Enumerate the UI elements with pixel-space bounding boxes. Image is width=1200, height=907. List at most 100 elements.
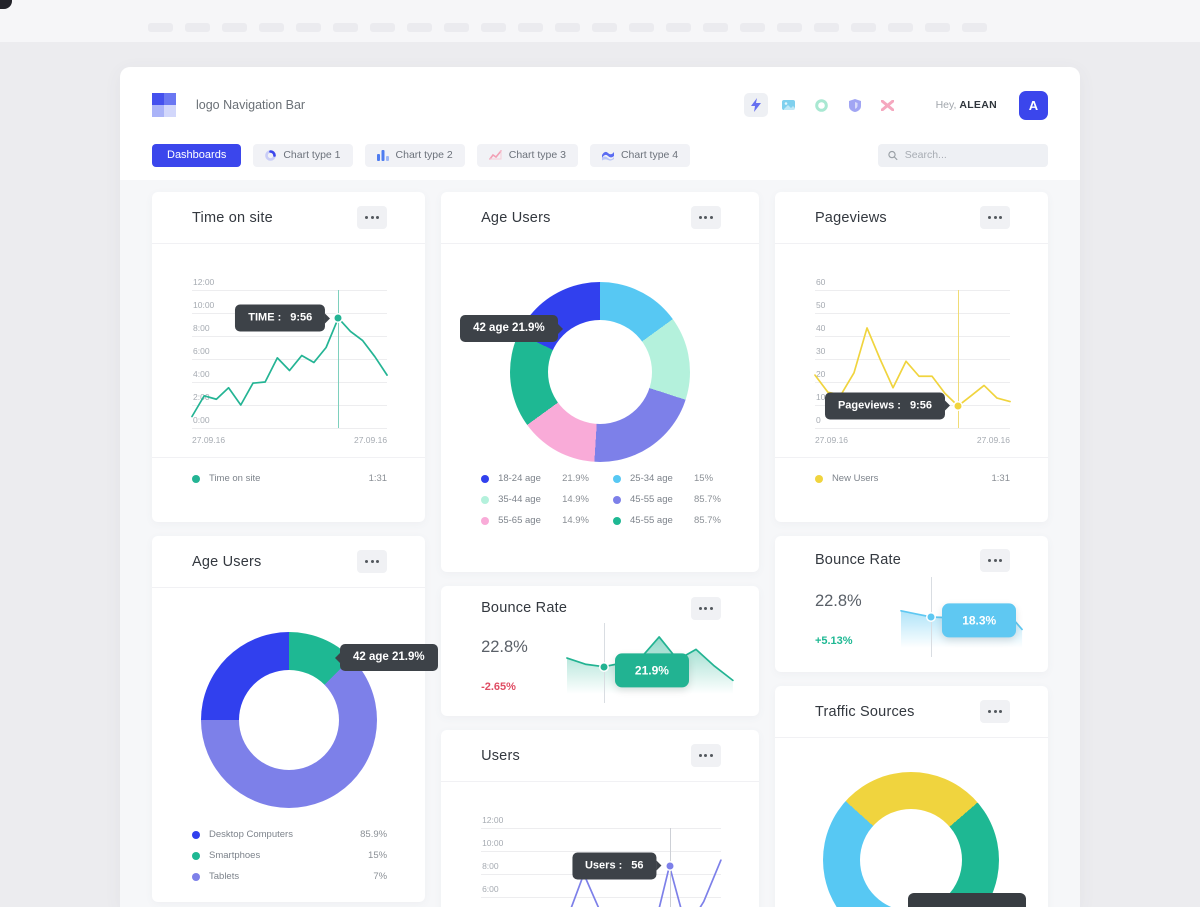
strip-pill (148, 23, 173, 32)
legend-item: Smartphoes 15% (192, 845, 387, 866)
strip-pill (518, 23, 543, 32)
strip-pill (481, 23, 506, 32)
legend-value: 85.7% (694, 494, 721, 505)
strip-pill (444, 23, 469, 32)
strip-pill (592, 23, 617, 32)
data-point-dot (600, 663, 608, 671)
search-icon (888, 150, 898, 160)
card-title: Traffic Sources (814, 703, 915, 720)
chart-type-2-label: Chart type 2 (395, 149, 453, 161)
gridline (192, 405, 388, 406)
chart-type-3-button[interactable]: Chart type 3 (476, 143, 578, 167)
legend-item: 35-44 age 14.9% (481, 489, 589, 510)
legend-item: 45-55 age 85.7% (613, 510, 721, 531)
legend-label: 45-55 age (630, 515, 673, 526)
data-point-dot (666, 862, 674, 870)
card-title: Age Users (192, 553, 262, 570)
legend-dot (481, 516, 490, 525)
ring-icon[interactable] (810, 93, 834, 117)
donut-tooltip (908, 893, 1026, 907)
x-label-left: 27.09.16 (814, 435, 849, 445)
sparkline-tooltip: 18.3% (942, 603, 1017, 638)
y-tick-label: 12:00 (482, 815, 504, 825)
legend-value: 1:31 (991, 473, 1011, 484)
strip-pill (888, 23, 913, 32)
browser-bookmarks-strip (0, 0, 1200, 42)
legend-label: 55-65 age (498, 515, 541, 526)
card-menu-button[interactable] (980, 548, 1010, 572)
card-menu-button[interactable] (357, 550, 388, 573)
app-window: logo Navigation Bar (120, 67, 1080, 907)
chart-type-1-button[interactable]: Chart type 1 (253, 143, 353, 167)
card-menu-button[interactable] (690, 744, 721, 767)
icon-tray (743, 93, 900, 117)
stream-icon (601, 151, 614, 161)
card-menu-button[interactable] (980, 206, 1010, 229)
cross-icon[interactable] (876, 93, 900, 117)
chart-type-1-label: Chart type 1 (283, 149, 341, 161)
chart-type-4-button[interactable]: Chart type 4 (589, 143, 691, 167)
dashboards-button[interactable]: Dashboards (152, 143, 242, 167)
legend-label: Time on site (209, 473, 261, 484)
tooltip-label: Pageviews : (837, 399, 901, 412)
y-tick-label: 60 (815, 277, 826, 287)
legend-dot (814, 474, 823, 483)
card-menu-button[interactable] (690, 206, 721, 229)
legend-value: 85.7% (694, 515, 721, 526)
legend-dot (192, 872, 200, 881)
y-tick-label: 40 (815, 322, 826, 333)
x-label-left: 27.09.16 (192, 435, 226, 445)
bounce-rate-value: 22.8% (814, 592, 862, 610)
navigation-bar: logo Navigation Bar (120, 81, 1080, 129)
data-point-dot (954, 402, 962, 410)
greeting-prefix: Hey, (935, 99, 957, 111)
legend-item: 25-34 age 15% (613, 468, 721, 489)
avatar[interactable]: A (1019, 90, 1048, 120)
search-input[interactable] (904, 149, 1038, 161)
card-age-users-devices: Age Users 42 age 21.9% Desktop Computers… (152, 536, 438, 902)
legend-item: 55-65 age 14.9% (481, 510, 589, 531)
legend-value: 7% (373, 871, 388, 882)
image-icon[interactable] (777, 93, 801, 117)
bolt-icon[interactable] (743, 93, 768, 117)
strip-pill (333, 23, 358, 32)
strip-pill (370, 23, 395, 32)
y-tick-label: 30 (815, 346, 826, 356)
x-label-right: 27.09.16 (976, 435, 1010, 445)
y-tick-label: 8:00 (193, 322, 210, 333)
y-tick-label: 2:00 (193, 392, 210, 402)
search-box (878, 143, 1048, 167)
legend-label: 45-55 age (630, 494, 673, 505)
dashboard-content: Time on site TIME : 9:56 12:00 10:00 8:00 6:… (120, 180, 1080, 907)
bounce-rate-delta: -2.65% (481, 681, 516, 693)
card-bounce-rate-mid: Bounce Rate 22.8% -2.65% 21.9% (441, 586, 759, 716)
card-menu-button[interactable] (357, 206, 388, 229)
y-tick-label: 50 (815, 299, 826, 310)
y-tick-label: 4:00 (193, 368, 210, 379)
time-on-site-chart: TIME : 9:56 12:00 10:00 8:00 6:00 4:00 2:00 0:0… (192, 277, 388, 429)
legend-dot (481, 474, 490, 483)
strip-pill (259, 23, 284, 32)
legend-item: New Users 1:31 (814, 468, 1011, 489)
chart-type-4-label: Chart type 4 (620, 149, 679, 161)
shield-icon[interactable] (843, 93, 867, 117)
legend-item: Time on site 1:31 (192, 468, 387, 489)
chart-type-2-button[interactable]: Chart type 2 (364, 143, 465, 167)
card-menu-button[interactable] (690, 596, 721, 620)
card-menu-button[interactable] (980, 700, 1010, 723)
y-tick-label: 12:00 (193, 277, 215, 287)
strip-pill (407, 23, 432, 32)
gridline (814, 336, 1010, 337)
line-icon (488, 150, 502, 160)
card-title: Bounce Rate (814, 552, 901, 568)
y-tick-label: 6:00 (193, 346, 210, 356)
gridline (192, 290, 388, 291)
chart-legend: 18-24 age 21.9% 25-34 age 15% 35-44 age 14.9%… (441, 462, 759, 531)
tooltip-value: 9:56 (290, 311, 313, 324)
bounce-rate-delta: +5.13% (814, 635, 853, 647)
card-title: Pageviews (814, 209, 887, 226)
card-title: Time on site (192, 209, 273, 226)
chart-legend: Desktop Computers 85.9% Smartphoes 15% Table… (152, 808, 425, 887)
